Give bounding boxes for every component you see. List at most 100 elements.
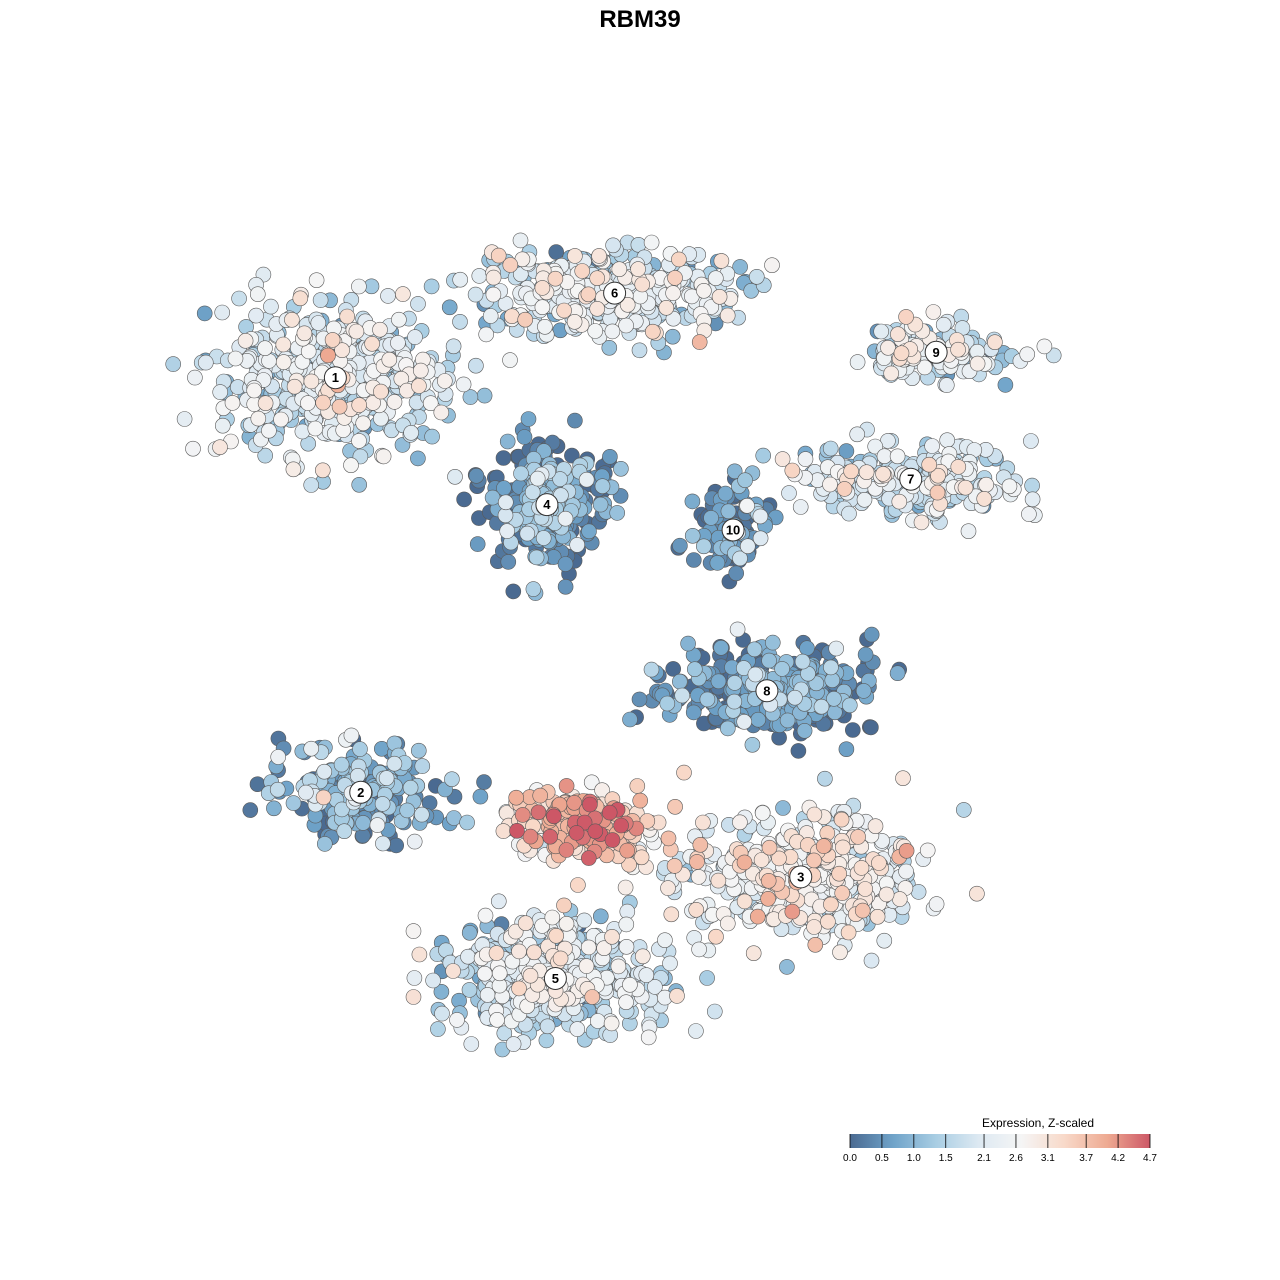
data-point [647,979,663,995]
data-point [519,525,536,542]
data-point [672,537,688,554]
data-point [685,704,702,721]
data-point [528,549,545,566]
data-point [547,270,564,287]
data-point [634,948,651,965]
data-point [919,842,936,859]
data-point [838,443,855,459]
data-point [747,666,764,683]
data-point [833,811,850,828]
data-point [890,326,906,343]
data-point [496,1025,513,1042]
data-point [576,912,593,929]
data-point [630,261,646,277]
data-point [717,485,734,502]
data-point [891,493,908,510]
data-point [1021,506,1037,522]
data-point [500,554,517,570]
data-point [755,447,772,464]
data-point [336,823,353,840]
data-point [445,963,461,979]
data-point [502,257,519,273]
data-point [542,828,559,845]
data-point [674,687,691,704]
data-point [583,774,600,791]
data-point [196,305,213,322]
data-point [689,854,705,870]
data-point [832,944,848,961]
data-point [263,298,279,315]
data-point [303,477,320,493]
data-point [605,237,621,254]
data-point [556,302,572,319]
data-point [787,689,803,706]
data-point [355,415,372,432]
data-point [737,472,753,489]
data-point [671,673,688,690]
data-point [841,505,857,522]
data-point [373,383,389,400]
data-point [891,891,908,907]
data-point [629,778,646,794]
data-point [433,983,450,1000]
data-point [373,410,389,427]
data-point [495,450,512,466]
data-point [925,304,942,320]
data-point [522,828,539,845]
data-point [307,420,324,437]
data-point [797,451,814,467]
data-point [476,965,493,982]
data-point [930,467,946,484]
data-point [863,952,880,969]
data-point [708,928,724,945]
data-point [822,476,838,493]
data-point [556,897,572,914]
data-point [843,463,859,480]
color-legend: Expression, Z-scaled 0.0 0.5 1.0 1.5 2.1 2.6 3… [843,1116,1157,1164]
cluster-label-2: 2 [349,780,373,804]
data-point [516,429,533,445]
cluster-label-marker [721,518,745,542]
data-point [589,1013,606,1029]
data-point [664,328,681,345]
data-point [732,550,748,567]
legend-tick-label: 1.0 [907,1153,921,1164]
data-point [294,423,311,440]
legend-color-bar [850,1134,1150,1148]
data-point [855,683,872,699]
data-point [406,833,423,850]
data-point [460,948,476,965]
data-point [622,711,638,728]
data-point [764,257,780,274]
data-point [237,332,254,349]
data-point [828,640,845,657]
data-point [745,945,762,962]
data-point [831,865,848,882]
data-point [601,339,618,356]
legend-title: Expression, Z-scaled [982,1116,1094,1130]
cluster-label-marker [603,281,627,305]
data-point [477,907,494,924]
data-point [604,832,621,848]
data-point [760,872,777,889]
data-point [257,340,273,357]
data-point [835,839,851,856]
data-point [796,722,813,739]
data-point [699,691,716,708]
data-point [505,583,522,600]
data-point [969,355,986,372]
data-point [676,764,692,781]
data-point [390,335,406,351]
data-point [790,743,807,759]
data-point [548,244,565,260]
data-point [662,955,678,972]
data-point [665,310,682,327]
data-point [215,417,231,434]
cluster-label-marker [789,865,813,889]
data-point [485,286,502,303]
data-point [445,338,462,355]
data-point [950,459,967,475]
data-point [433,404,450,421]
data-point [512,232,529,249]
